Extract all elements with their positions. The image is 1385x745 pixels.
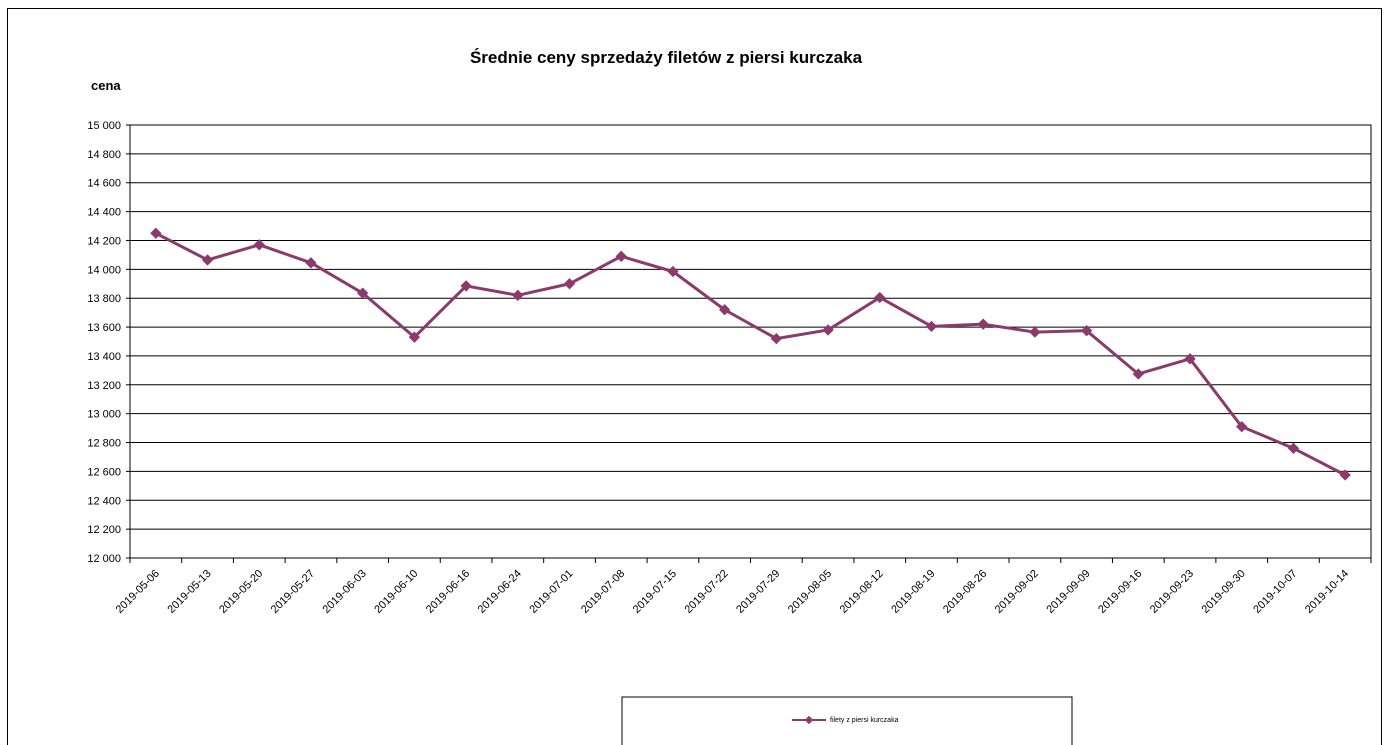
legend: filety z piersi kurczaka	[621, 696, 1073, 745]
data-point	[357, 287, 369, 299]
chart-frame	[7, 8, 1382, 745]
x-tick-label: 2019-09-30	[1200, 568, 1248, 616]
y-tick-label: 13 200	[87, 380, 121, 392]
y-tick-label: 13 800	[87, 293, 121, 305]
y-tick-label: 14 000	[87, 264, 121, 276]
y-tick-label: 14 800	[87, 149, 121, 161]
x-axis-ticks: 2019-05-06 2019-05-13 2019-05-20 2019-05-27…	[114, 558, 1372, 616]
x-tick-label: 2019-05-13	[165, 568, 213, 616]
x-tick-label: 2019-06-03	[321, 568, 369, 616]
y-tick-label: 12 200	[87, 524, 121, 536]
x-tick-label: 2019-08-19	[889, 568, 937, 616]
legend-series-label: filety z piersi kurczaka	[830, 717, 899, 724]
data-point	[874, 291, 886, 304]
data-point	[1080, 325, 1093, 337]
y-tick-label: 14 200	[87, 235, 121, 247]
legend-box	[621, 696, 1073, 745]
chart-title: Średnie ceny sprzedaży filetów z piersi …	[470, 48, 863, 67]
data-point	[408, 331, 421, 343]
data-point	[1287, 442, 1300, 454]
x-tick-label: 2019-07-08	[579, 568, 627, 616]
x-tick-label: 2019-05-27	[269, 568, 317, 616]
x-tick-label: 2019-05-20	[217, 568, 265, 616]
series-layer	[150, 227, 1351, 481]
data-point	[667, 265, 679, 278]
data-point	[201, 254, 214, 266]
x-tick-label: 2019-10-07	[1251, 568, 1299, 616]
y-axis-label: cena	[91, 78, 121, 93]
data-point	[1339, 469, 1351, 481]
x-tick-label: 2019-08-12	[838, 568, 886, 616]
y-tick-label: 12 600	[87, 466, 121, 478]
y-tick-label: 14 600	[87, 178, 121, 190]
x-tick-label: 2019-09-16	[1096, 568, 1144, 616]
y-tick-label: 15 000	[87, 120, 121, 132]
y-tick-label: 12 000	[87, 553, 121, 565]
x-tick-label: 2019-08-26	[941, 568, 989, 616]
x-tick-label: 2019-07-22	[682, 568, 730, 616]
data-point	[718, 304, 731, 316]
x-tick-label: 2019-07-15	[631, 568, 679, 616]
data-point	[512, 289, 524, 301]
data-point	[563, 278, 576, 290]
x-tick-label: 2019-09-02	[993, 568, 1041, 616]
series-line	[155, 231, 1346, 477]
y-tick-label: 14 400	[87, 207, 121, 219]
x-tick-label: 2019-06-16	[424, 568, 472, 616]
legend-series-marker	[804, 715, 814, 725]
x-tick-label: 2019-09-23	[1148, 568, 1196, 616]
x-tick-label: 2019-07-29	[734, 568, 782, 616]
y-tick-label: 13 600	[87, 322, 121, 334]
x-tick-label: 2019-06-10	[372, 568, 420, 616]
x-tick-label: 2019-07-01	[527, 568, 575, 616]
plot-area	[129, 124, 1372, 559]
x-tick-label: 2019-09-09	[1044, 568, 1092, 616]
x-tick-label: 2019-06-24	[476, 568, 524, 616]
data-point	[1236, 420, 1248, 433]
y-axis-ticks: 12 000 12 200 12 400 12 600 12 800 13 000 13 2…	[87, 120, 130, 565]
y-tick-label: 12 800	[87, 438, 121, 450]
gridlines	[130, 124, 1371, 559]
data-point	[1184, 353, 1196, 365]
data-point	[925, 320, 938, 333]
y-tick-label: 12 400	[87, 495, 121, 507]
data-point	[305, 257, 317, 269]
data-point	[615, 250, 627, 263]
x-tick-label: 2019-08-05	[786, 568, 834, 616]
data-point	[770, 332, 783, 345]
y-tick-label: 13 400	[87, 351, 121, 363]
x-tick-label: 2019-10-14	[1303, 568, 1351, 616]
data-point	[977, 318, 989, 330]
data-point	[822, 324, 834, 336]
data-point	[150, 227, 162, 239]
data-point	[1029, 326, 1041, 338]
y-tick-label: 13 000	[87, 409, 121, 421]
data-point	[1132, 368, 1144, 380]
data-point	[460, 280, 472, 292]
x-tick-label: 2019-05-06	[114, 568, 162, 616]
